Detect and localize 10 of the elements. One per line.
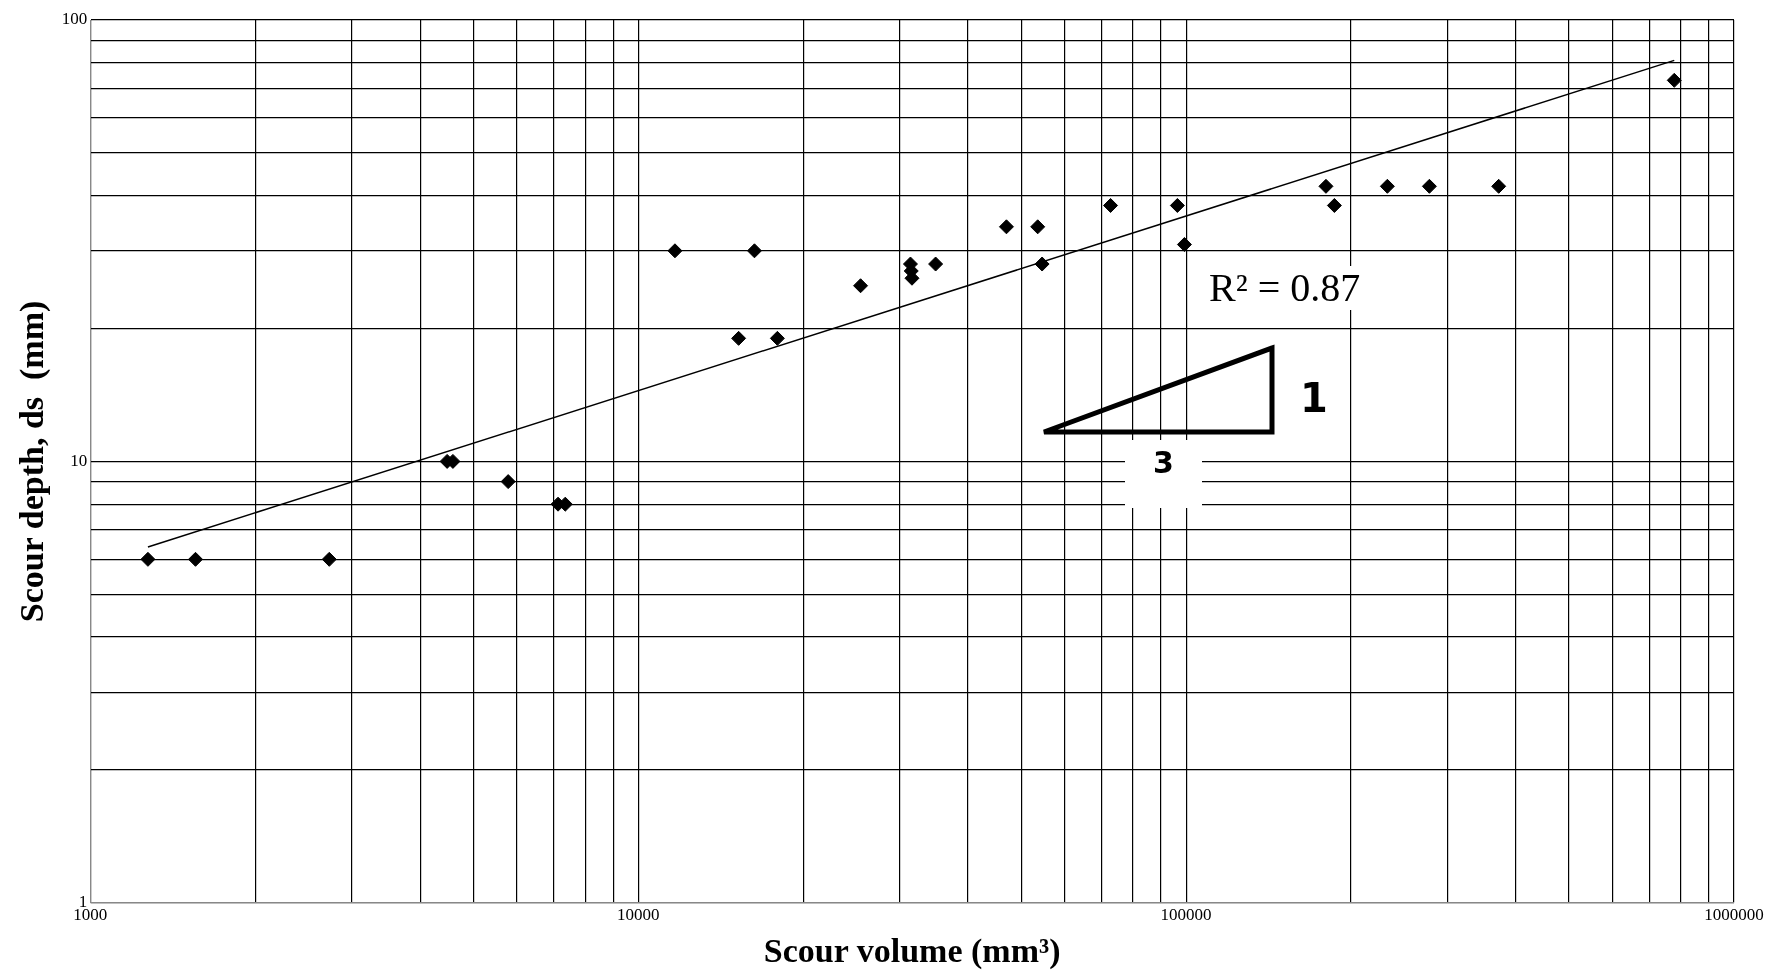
x-tick-label: 10000 bbox=[616, 905, 660, 925]
y-tick-label: 10 bbox=[70, 450, 88, 470]
y-tick-label: 100 bbox=[61, 9, 88, 29]
x-axis-title: Scour volume (mm³) bbox=[763, 932, 1061, 971]
x-tick-label: 100000 bbox=[1160, 905, 1212, 925]
x-tick-label: 1000000 bbox=[1704, 905, 1764, 925]
annotation: R² = 0.87 bbox=[1205, 265, 1365, 310]
annotation: 1 bbox=[1300, 375, 1328, 421]
y-axis-title: Scour depth, ds (mm) bbox=[13, 300, 52, 623]
annotation: 3 bbox=[1125, 440, 1202, 508]
